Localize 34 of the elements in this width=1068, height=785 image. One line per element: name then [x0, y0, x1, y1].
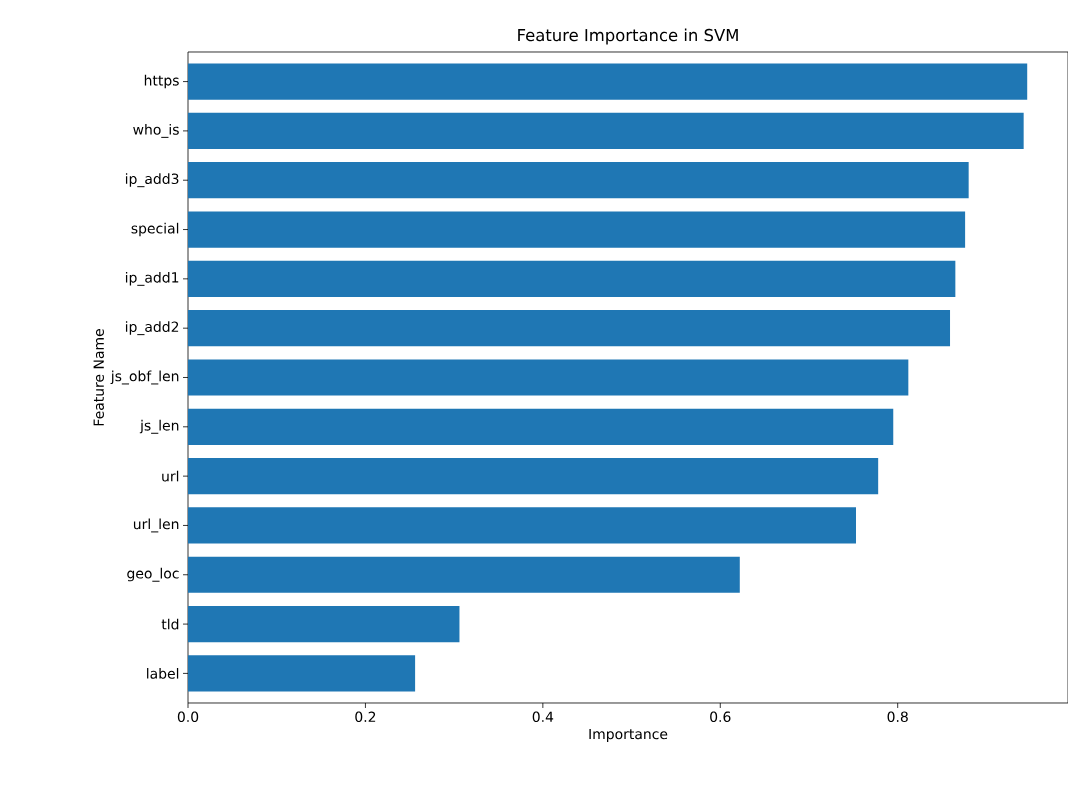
y-tick-label: label	[147, 668, 179, 679]
bar	[188, 556, 740, 593]
chart-title: Feature Importance in SVM	[518, 28, 738, 45]
x-tick-label: 0.0	[177, 711, 199, 723]
bar	[188, 162, 969, 199]
x-tick-label: 0.8	[887, 711, 908, 723]
x-tick-label: 0.2	[355, 711, 376, 723]
bar	[188, 310, 951, 347]
bar	[188, 655, 416, 692]
bar	[188, 507, 856, 544]
bar	[188, 112, 1024, 149]
x-tick-label: 0.4	[532, 711, 554, 723]
bar	[188, 605, 460, 643]
y-tick-label: url_len	[133, 518, 179, 533]
bar	[188, 458, 879, 495]
x-tick-label: 0.6	[710, 711, 731, 723]
y-tick-label: geo_loc	[127, 567, 179, 582]
y-tick-label: special	[131, 222, 179, 237]
bar	[188, 408, 894, 445]
bar	[188, 260, 956, 297]
bar	[188, 359, 909, 396]
bar	[188, 211, 966, 248]
y-tick-label: tld	[161, 618, 179, 630]
bar	[188, 63, 1028, 100]
y-tick-label: https	[144, 74, 179, 89]
y-tick-label: ip_add3	[125, 173, 179, 188]
y-tick-label: js_len	[139, 419, 179, 434]
y-axis-title: Feature Name	[93, 329, 104, 426]
y-tick-label: who_is	[133, 123, 179, 138]
x-axis-title: Importance	[589, 728, 668, 742]
y-tick-label: url	[162, 470, 179, 482]
y-tick-label: js_obf_len	[110, 370, 179, 385]
y-tick-label: ip_add1	[125, 271, 179, 286]
y-tick-label: ip_add2	[125, 321, 179, 336]
